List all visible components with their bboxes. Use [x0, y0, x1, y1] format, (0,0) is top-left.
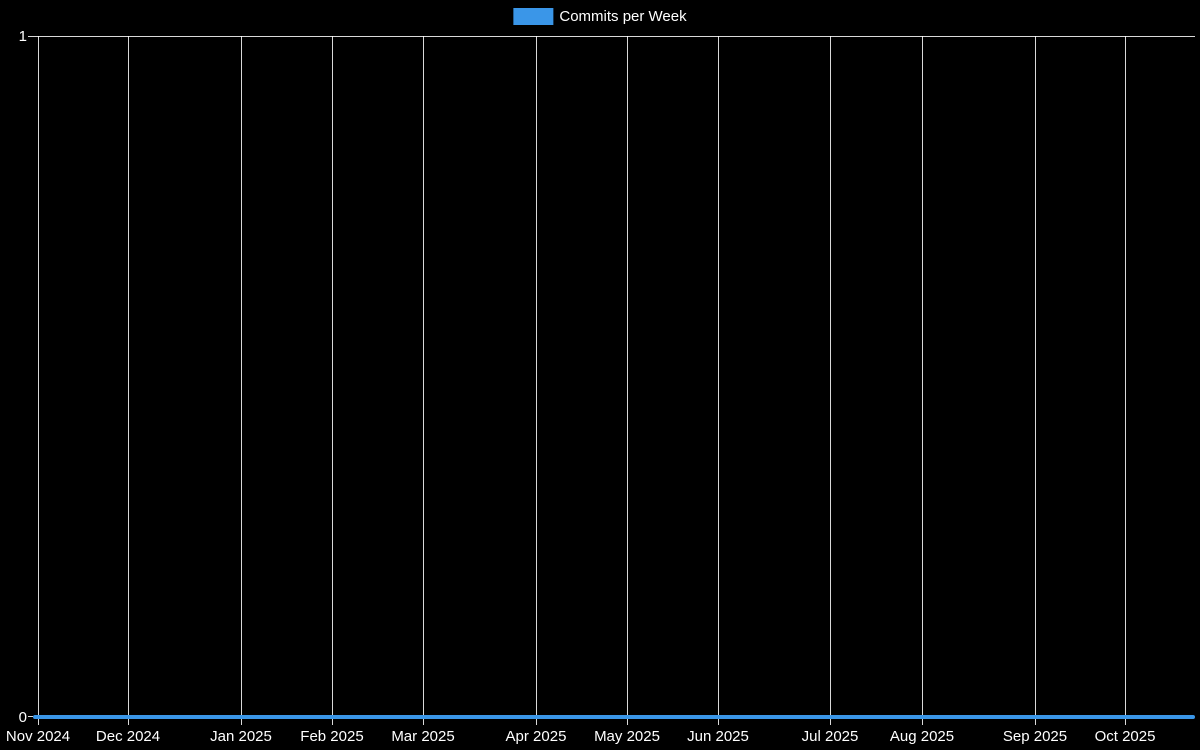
x-axis-tick-label: May 2025 — [594, 728, 660, 745]
x-axis-tick-label: Mar 2025 — [391, 728, 455, 745]
x-axis-tick-label: Sep 2025 — [1002, 728, 1068, 745]
y-axis-tick-label-min: 0 — [18, 709, 27, 726]
commits-data-line — [33, 715, 1195, 719]
gridline-month — [38, 36, 39, 725]
legend-swatch-icon — [513, 8, 554, 25]
gridline-month — [128, 36, 129, 725]
gridline-month — [627, 36, 628, 725]
plot-area: Nov 2024 Dec 2024 Jan 2025 Feb 2025 Mar 2025… — [6, 36, 1195, 745]
y-axis-tick-label-max: 1 — [18, 28, 27, 45]
x-axis-tick-label: Jul 2025 — [801, 728, 859, 745]
gridline-month — [1125, 36, 1126, 725]
gridline-month — [241, 36, 242, 725]
legend-label: Commits per Week — [559, 8, 687, 25]
gridline-y-max — [28, 36, 1195, 37]
x-axis-tick-label: Jan 2025 — [210, 728, 272, 745]
legend[interactable]: Commits per Week — [513, 8, 687, 25]
y-axis-tick-min — [28, 716, 33, 717]
gridline-month — [423, 36, 424, 725]
x-axis-tick-label: Aug 2025 — [889, 728, 955, 745]
gridline-month — [922, 36, 923, 725]
gridline-month — [332, 36, 333, 725]
gridline-month — [536, 36, 537, 725]
x-axis-tick-label: Dec 2024 — [95, 728, 161, 745]
gridline-month — [718, 36, 719, 725]
x-axis-tick-label: Jun 2025 — [687, 728, 749, 745]
gridline-month — [830, 36, 831, 725]
gridline-month — [1035, 36, 1036, 725]
x-axis-tick-label: Feb 2025 — [300, 728, 364, 745]
x-axis-tick-label: Nov 2024 — [5, 728, 71, 745]
x-axis-tick-label: Apr 2025 — [505, 728, 567, 745]
x-axis-tick-label: Oct 2025 — [1094, 728, 1156, 745]
